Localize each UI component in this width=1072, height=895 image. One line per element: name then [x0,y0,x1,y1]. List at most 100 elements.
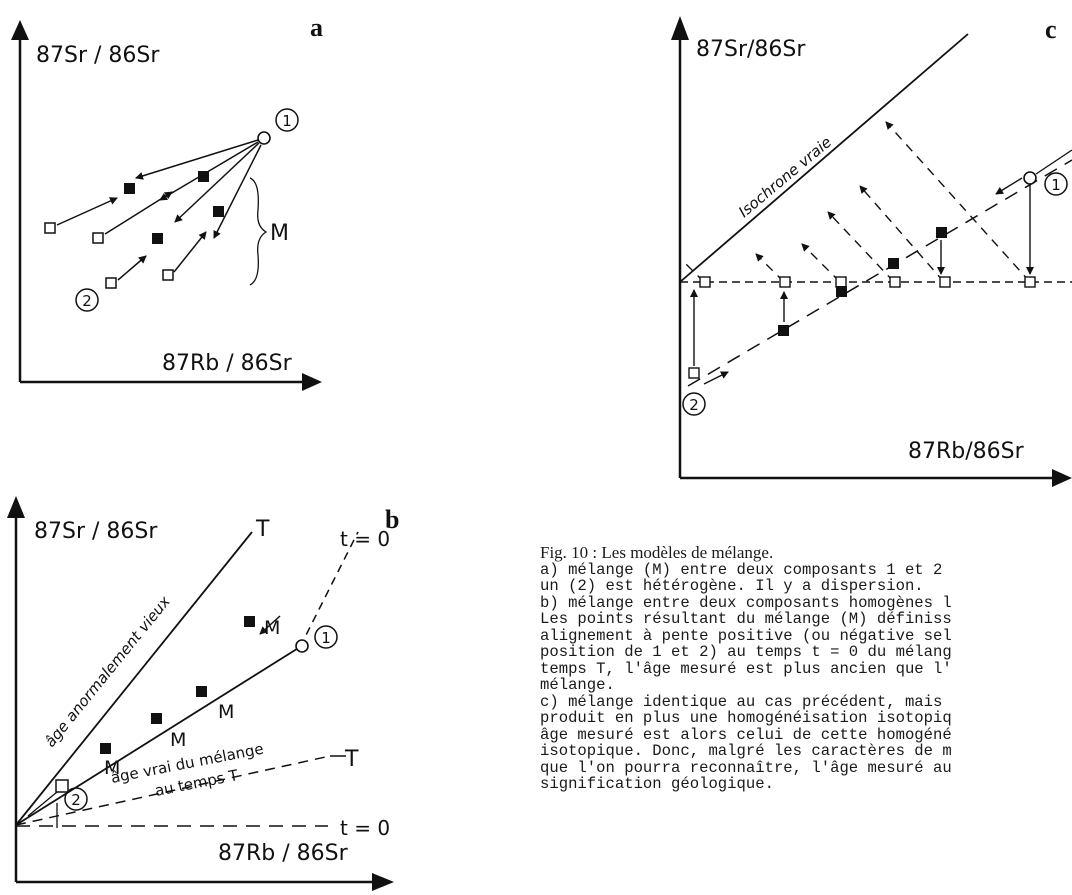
component-2-label: 2 [71,791,81,809]
component-1-label: 1 [1051,176,1061,194]
component-1-circle [314,625,338,649]
component-2-marker [105,277,117,289]
y-axis-label: 87Sr/86Sr [696,37,806,62]
component-1-marker [295,639,309,653]
mixture-point [244,616,255,627]
isochron-line-T [15,531,253,826]
caption-line: c) mélange identique au cas précédent, m… [540,692,943,711]
y-axis-arrow-icon [11,20,29,40]
panel-c: c 87Sr/86Sr 87Rb/86Sr Isochrone vraie [660,0,1072,500]
component-1-label: 1 [282,112,292,130]
caption-line: mélange. [540,676,615,694]
arrow-icon [259,615,281,635]
true-age-line [15,755,331,826]
mixture-point [100,743,111,754]
component-2-circle [682,392,706,416]
y-axis-label: 87Sr / 86Sr [34,519,158,544]
component-1-circle [1044,172,1068,196]
panel-b: b 87Sr / 86Sr 87Rb / 86Sr T âge anormale… [0,490,420,895]
caption-line: que l'on pourra reconnaître, l'âge mesur… [540,758,952,777]
component-2-marker [44,222,56,234]
component-1-marker [1023,171,1037,185]
panel-letter: b [385,505,399,534]
projection-arrow [859,185,945,283]
x-axis-arrow-icon [1052,469,1072,487]
mixture-point [888,258,899,269]
panel-a-diagram: a 87Sr / 86Sr 87Rb / 86Sr 1 M 2 [11,13,323,391]
mixture-label: M [170,729,186,751]
line-T-label: T [344,747,359,772]
panel-b-diagram: b 87Sr / 86Sr 87Rb / 86Sr T âge anormale… [7,496,399,891]
homogenized-point [835,276,847,288]
mixing-line [15,646,301,826]
caption-line: un (2) est hétérogène. Il y a dispersion… [540,577,924,595]
isochron-label: Isochrone vraie [735,133,835,221]
mixing-line [687,159,1072,387]
homogenized-point [1024,276,1036,288]
homogenized-point [699,276,711,288]
panel-letter: c [1045,15,1057,44]
caption-line: alignement à pente positive (ou négative… [540,626,952,645]
panel-letter: a [310,13,323,42]
component-2-marker [92,232,104,244]
mixture-label: M [104,757,120,779]
x-axis-label: 87Rb/86Sr [908,439,1025,464]
arrow-icon [703,371,729,385]
component-2-marker [162,269,174,281]
mixture-point [213,206,224,217]
component-2-circle [64,787,88,811]
component-1-label: 1 [321,629,331,647]
mixture-point [836,286,847,297]
panel-c-diagram: c 87Sr/86Sr 87Rb/86Sr Isochrone vraie [671,15,1072,487]
component-2-circle [75,288,99,312]
homogenized-point [889,276,901,288]
component-1-marker [257,131,271,145]
caption-line: signification géologique. [540,775,774,793]
figure-caption: Fig. 10 : Les modèles de mélange. a) mél… [540,545,1072,895]
projection-arrow [801,243,841,283]
component-2-label: 2 [689,396,699,414]
y-axis-arrow-icon [671,16,689,40]
mixing-arrow [56,197,118,226]
mixture-point [124,183,135,194]
caption-line: âge mesuré est alors celui de cette homo… [540,725,952,744]
mixing-arrow [135,139,259,180]
mixing-arrow [213,144,262,239]
line-t0-label: t = 0 [340,816,390,840]
component-2-marker [688,367,700,379]
component-1-circle [275,108,299,132]
line-T-label: T [255,517,270,542]
component-2-label: 2 [82,292,92,310]
caption-line: temps T, l'âge mesuré est plus ancien qu… [540,659,952,678]
component-1-segment [1035,149,1072,175]
projection-arrow [885,121,1031,283]
mixture-point [152,233,163,244]
caption-line: produit en plus une homogénéisation isot… [540,709,952,727]
mixing-line-dashed [299,531,359,648]
mixture-point [778,325,789,336]
mixture-label: M [218,701,234,723]
x-axis-label: 87Rb / 86Sr [162,351,293,376]
x-axis-arrow-icon [372,873,394,891]
homogenized-point [779,276,791,288]
mixing-arrow [104,191,173,235]
caption-line: position de 1 et 2) au temps t = 0 du mé… [540,643,952,661]
mixture-label: M [264,617,280,639]
caption-title: Fig. 10 : Les modèles de mélange. [540,545,774,562]
y-axis-label: 87Sr / 86Sr [36,43,160,68]
old-age-label: âge anormalement vieux [41,593,174,751]
homogenized-point [939,276,951,288]
mixture-point [196,686,207,697]
component-2-segment [27,791,58,817]
component-2-marker [55,779,69,793]
mixture-point [198,171,209,182]
isochron-line [679,33,969,283]
caption-line: a) mélange (M) entre deux composants 1 e… [540,560,943,579]
mixing-arrow [173,231,207,273]
caption-line: isotopique. Donc, malgré les caractères … [540,742,952,760]
x-axis-arrow-icon [302,373,322,391]
mixture-label: M [270,221,289,246]
caption-line: b) mélange entre deux composants homogèn… [540,593,952,612]
y-axis-arrow-icon [7,496,25,518]
mixing-arrow [117,255,147,281]
